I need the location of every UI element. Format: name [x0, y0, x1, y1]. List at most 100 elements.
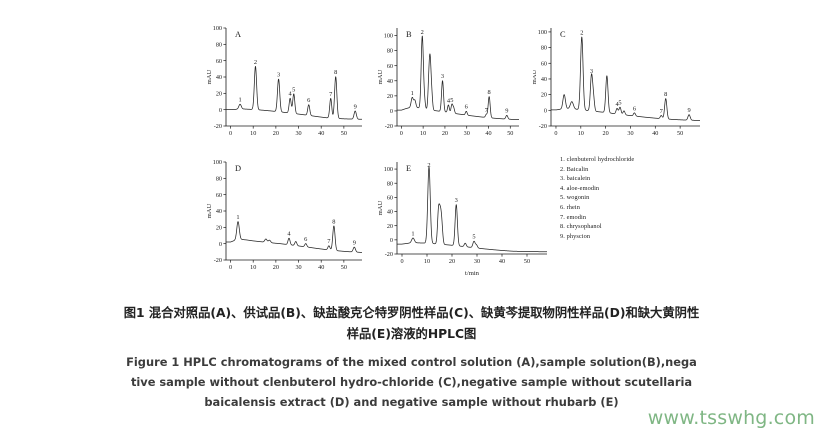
peak-label: 5: [292, 86, 295, 93]
y-axis-title: mAU: [206, 203, 213, 218]
peak-label: 7: [485, 107, 489, 114]
y-tick-label: 60: [216, 58, 222, 65]
x-tick-label: 50: [341, 264, 347, 271]
y-tick-label: 60: [387, 194, 393, 201]
peak-label: 2: [580, 29, 583, 36]
y-tick-label: 60: [541, 60, 547, 67]
x-tick-label: 0: [554, 130, 557, 137]
peak-label: 9: [353, 240, 356, 247]
peak-label: 1: [236, 214, 239, 221]
y-tick-label: 80: [541, 45, 547, 52]
peak-label: 8: [332, 218, 335, 225]
peak-label: 4: [615, 101, 619, 108]
legend-item: 2. Baicalin: [560, 165, 589, 173]
chromatogram-panel-a: -20 0 20 40 60 80 100 0 10 20 30 40 50 mAU A 1 2 3 4 5 6 7 8 9: [200, 18, 370, 148]
y-tick-label: 60: [387, 63, 393, 70]
chromatogram-plot-e: -20 0 20 40 60 80 100 0 10 20 30 40 50 mAU t/min E 1 2 3 5: [377, 162, 547, 277]
y-axis-title: mAU: [533, 69, 538, 84]
y-tick-label: 40: [216, 208, 222, 215]
peak-label: 9: [505, 108, 508, 115]
y-tick-label: 0: [219, 107, 222, 114]
figure-caption-chinese: 图1 混合对照品(A)、供试品(B)、缺盐酸克仑特罗阴性样品(C)、缺黄芩提取物…: [60, 303, 763, 345]
legend-item: 4. aloe-emodin: [560, 184, 600, 192]
chromatogram-trace: [397, 35, 519, 120]
peak-label: 9: [354, 103, 357, 110]
caption-line: Figure 1 HPLC chromatograms of the mixed…: [126, 355, 697, 369]
chromatogram-plot-c: -20 0 20 40 60 80 100 0 10 20 30 40 50 mAU C 2 3 4 5 6 7 8 9: [533, 28, 700, 137]
y-tick-label: 40: [541, 76, 547, 83]
x-tick-label: 0: [229, 264, 232, 271]
figure-caption-english: Figure 1 HPLC chromatograms of the mixed…: [60, 352, 763, 412]
y-tick-label: 40: [387, 78, 393, 85]
y-tick-label: 80: [216, 175, 222, 182]
x-tick-label: 10: [424, 258, 430, 265]
y-tick-label: 20: [216, 224, 222, 231]
x-tick-label: 40: [318, 130, 324, 137]
peak-label: 8: [664, 91, 667, 98]
chromatogram-plot-a: -20 0 20 40 60 80 100 0 10 20 30 40 50 mAU A 1 2 3 45 6 7 8 9: [206, 25, 362, 137]
y-tick-label: 20: [387, 93, 393, 100]
x-tick-label: 20: [449, 258, 455, 265]
x-tick-label: 10: [578, 130, 584, 137]
x-tick-label: 50: [524, 258, 530, 265]
y-tick-label: 40: [387, 209, 393, 216]
peak-label: 2: [254, 59, 257, 66]
peak-label: 8: [334, 69, 337, 76]
y-tick-label: 100: [213, 159, 222, 166]
x-tick-label: 0: [400, 258, 403, 265]
site-watermark: www.tsswhg.com: [647, 407, 815, 429]
y-tick-label: -20: [214, 257, 222, 264]
y-tick-label: 60: [216, 192, 222, 199]
peak-label: 1: [238, 97, 241, 104]
chromatogram-panel-c: -20 0 20 40 60 80 100 0 10 20 30 40 50 mAU C 2 3 4 5 6 7 8 9: [533, 18, 708, 148]
legend-item: 7. emodin: [560, 213, 587, 221]
x-tick-label: 30: [474, 258, 480, 265]
x-tick-label: 50: [677, 130, 683, 137]
y-tick-label: 20: [541, 92, 547, 99]
x-tick-label: 20: [442, 130, 448, 137]
y-tick-label: 20: [216, 90, 222, 97]
peak-label: 4: [287, 231, 291, 238]
chromatogram-plot-d: -20 0 20 40 60 80 100 0 10 20 30 40 50 mAU D 1 4 6 7 8 9: [206, 159, 362, 271]
y-tick-label: 0: [390, 108, 393, 115]
chromatogram-plot-b: -20 0 20 40 60 80 100 0 10 20 30 40 50 mAU B 1 2 3 4 5 6 7 8 9: [377, 28, 519, 137]
y-tick-label: 0: [544, 107, 547, 114]
y-tick-label: 80: [387, 180, 393, 187]
y-tick-label: 40: [216, 74, 222, 81]
plot-axes: [396, 28, 519, 127]
peak-label: 1: [411, 230, 414, 237]
peak-label: 2: [427, 162, 430, 169]
x-tick-label: 0: [400, 130, 403, 137]
peak-label: 4: [289, 91, 293, 98]
chromatogram-trace: [551, 36, 700, 121]
legend-item: 8. chrysophanol: [560, 223, 602, 231]
peak-label: 3: [590, 68, 593, 75]
legend-item: 9. physcion: [560, 232, 591, 240]
chromatogram-trace: [226, 221, 362, 253]
peak-label: 9: [687, 107, 690, 114]
peak-label: 6: [304, 236, 307, 243]
panel-letter: D: [235, 164, 241, 173]
peak-label: 6: [465, 104, 468, 111]
y-tick-label: 20: [387, 223, 393, 230]
legend-item: 3. baicalein: [560, 175, 591, 183]
x-tick-label: 30: [627, 130, 633, 137]
x-tick-label: 40: [652, 130, 658, 137]
caption-line: 样品(E)溶液的HPLC图: [346, 327, 477, 341]
x-tick-label: 10: [250, 264, 256, 271]
y-tick-label: 100: [213, 25, 222, 32]
x-tick-label: 20: [603, 130, 609, 137]
peak-label: 7: [327, 238, 331, 245]
legend-item: 6. rhein: [560, 203, 581, 211]
caption-line: 图1 混合对照品(A)、供试品(B)、缺盐酸克仑特罗阴性样品(C)、缺黄芩提取物…: [123, 306, 700, 320]
x-tick-label: 40: [485, 130, 491, 137]
y-tick-label: 100: [384, 166, 393, 173]
peak-label: 8: [488, 89, 491, 96]
chromatogram-panel-b: -20 0 20 40 60 80 100 0 10 20 30 40 50 mAU B 1 2 3 4 5 6 7 8 9: [375, 18, 535, 148]
plot-axes: [550, 28, 700, 127]
y-tick-label: 0: [219, 241, 222, 248]
x-tick-label: 50: [507, 130, 513, 137]
chromatogram-trace: [397, 166, 547, 253]
panel-letter: B: [406, 30, 412, 39]
